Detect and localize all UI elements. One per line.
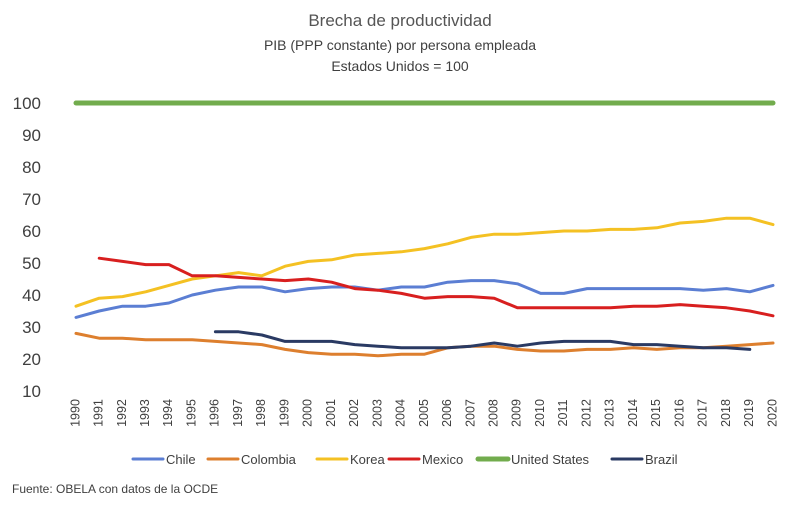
x-tick-label: 2001	[324, 399, 338, 427]
x-tick-label: 1999	[277, 399, 291, 427]
x-tick-label: 2004	[394, 399, 408, 427]
x-tick-label: 2007	[463, 399, 477, 427]
y-tick-label: 80	[22, 158, 41, 177]
x-tick-label: 2003	[370, 399, 384, 427]
x-tick-label: 2011	[556, 400, 570, 427]
x-tick-label: 2014	[626, 399, 640, 427]
x-tick-label: 2005	[417, 399, 431, 427]
x-tick-label: 2017	[696, 399, 710, 427]
y-tick-label: 20	[22, 350, 41, 369]
x-axis-ticks: 1990 1991 1992 1993 1994 1995 1996 1997 1998 1999…	[68, 399, 779, 427]
legend: Chile Colombia Korea Mexico United States Bra…	[131, 452, 678, 467]
x-tick-label: 1991	[92, 399, 106, 427]
y-tick-label: 90	[22, 126, 41, 145]
legend-label-brazil: Brazil	[645, 452, 678, 467]
x-tick-label: 1997	[231, 399, 245, 427]
y-tick-label: 50	[22, 254, 41, 273]
y-tick-label: 60	[22, 222, 41, 241]
chart-subtitle: PIB (PPP constante) por persona empleada	[264, 37, 536, 53]
x-tick-label: 2013	[603, 399, 617, 427]
y-axis-ticks: 10 20 30 40 50 60 70 80 90 100	[13, 94, 41, 401]
series-line-brazil	[213, 330, 752, 351]
series-line-mexico	[97, 256, 775, 318]
x-tick-label: 2018	[719, 399, 733, 427]
x-tick-label: 1992	[115, 399, 129, 427]
series-line-korea	[74, 216, 775, 308]
legend-label-colombia: Colombia	[241, 452, 297, 467]
y-tick-label: 10	[22, 382, 41, 401]
x-tick-label: 1996	[208, 399, 222, 427]
x-tick-label: 2012	[579, 399, 593, 427]
x-tick-label: 2002	[347, 399, 361, 427]
source-note: Fuente: OBELA con datos de la OCDE	[12, 482, 218, 496]
series-line-colombia	[74, 331, 775, 358]
series-line-chile	[74, 279, 775, 319]
legend-label-mexico: Mexico	[422, 452, 463, 467]
x-tick-label: 1998	[254, 399, 268, 427]
legend-label-chile: Chile	[166, 452, 196, 467]
chart-subtitle-2: Estados Unidos = 100	[331, 58, 469, 74]
series-lines	[73, 100, 776, 358]
y-tick-label: 100	[13, 94, 41, 113]
x-tick-label: 2008	[486, 399, 500, 427]
y-tick-label: 70	[22, 190, 41, 209]
x-tick-label: 2010	[533, 399, 547, 427]
x-tick-label: 1995	[184, 399, 198, 427]
x-tick-label: 2006	[440, 399, 454, 427]
x-tick-label: 2015	[649, 399, 663, 427]
x-tick-label: 2016	[672, 399, 686, 427]
x-tick-label: 1994	[161, 399, 175, 427]
legend-label-korea: Korea	[350, 452, 385, 467]
x-tick-label: 2009	[510, 399, 524, 427]
y-tick-label: 30	[22, 318, 41, 337]
x-tick-label: 2020	[765, 399, 779, 427]
y-tick-label: 40	[22, 286, 41, 305]
x-tick-label: 1990	[68, 399, 82, 427]
legend-label-united-states: United States	[511, 452, 590, 467]
x-tick-label: 2000	[301, 399, 315, 427]
x-tick-label: 1993	[138, 399, 152, 427]
x-tick-label: 2019	[742, 399, 756, 427]
chart-title: Brecha de productividad	[308, 11, 491, 30]
